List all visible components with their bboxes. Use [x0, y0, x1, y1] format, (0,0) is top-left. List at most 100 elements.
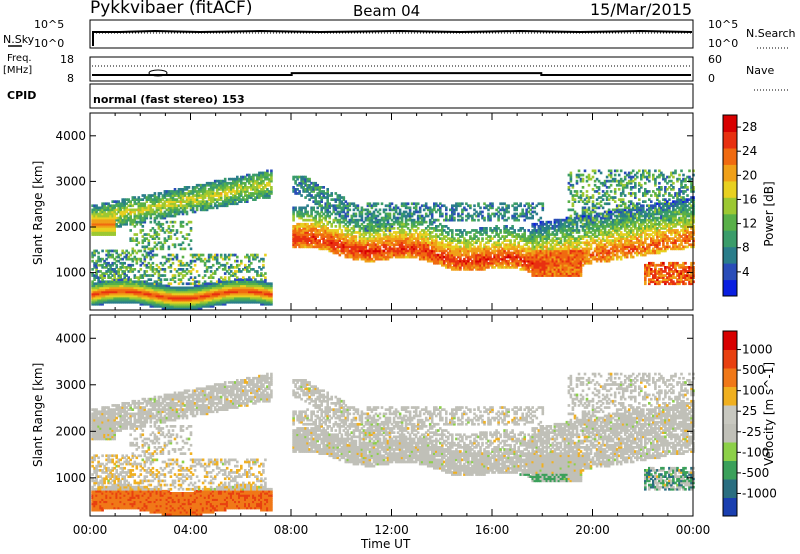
power-cell: [185, 286, 189, 290]
power-cell: [252, 181, 255, 185]
power-cell: [121, 202, 124, 206]
power-cell: [103, 280, 106, 284]
power-cell: [234, 290, 237, 294]
power-cell: [173, 305, 177, 308]
power-cell: [390, 202, 394, 206]
power-cell: [254, 198, 257, 201]
power-cell: [354, 218, 358, 222]
power-cell: [107, 216, 110, 220]
power-cell: [129, 212, 132, 216]
power-cell: [143, 259, 147, 263]
power-cell: [99, 300, 102, 304]
power-cell: [215, 253, 219, 257]
power-cell: [147, 282, 151, 286]
power-cell: [115, 263, 118, 267]
power-cell: [189, 282, 193, 286]
power-cell: [332, 204, 336, 208]
power-cell: [258, 192, 261, 195]
power-cell: [143, 212, 147, 216]
power-cell: [95, 263, 98, 267]
power-cell: [219, 276, 223, 279]
power-cell: [392, 245, 396, 249]
power-cell: [157, 288, 161, 292]
power-cell: [131, 198, 135, 201]
power-cell: [266, 196, 269, 199]
power-cell: [252, 183, 255, 187]
power-cell: [159, 300, 163, 304]
power-cell: [316, 212, 319, 216]
power-cell: [246, 300, 249, 304]
power-cell: [318, 214, 321, 218]
power-cell: [117, 280, 120, 284]
power-cell: [246, 194, 249, 197]
power-cell: [258, 282, 261, 286]
power-cell: [215, 290, 219, 294]
power-cell: [209, 266, 213, 269]
power-cell: [123, 284, 126, 288]
power-cell: [254, 196, 257, 199]
power-cell: [113, 249, 116, 253]
power-cell: [139, 212, 143, 216]
power-cell: [123, 208, 126, 212]
power-cell: [131, 290, 135, 294]
power-cell: [147, 298, 151, 302]
power-cell: [256, 177, 259, 181]
power-cell: [244, 280, 247, 284]
power-cell: [223, 290, 227, 294]
power-cell: [193, 286, 197, 290]
power-cell: [145, 214, 149, 218]
power-cell: [292, 233, 295, 236]
power-cell: [376, 239, 380, 242]
power-cell: [266, 286, 269, 290]
power-cell: [113, 268, 116, 271]
power-cell: [117, 272, 120, 275]
freq-blip: [148, 69, 168, 77]
power-cell: [123, 296, 126, 300]
power-cell: [262, 259, 265, 263]
power-cell: [225, 261, 229, 265]
power-cell: [211, 196, 215, 199]
nsky-label: N.Sky: [3, 33, 35, 46]
power-cell: [300, 216, 303, 220]
power-cell: [169, 300, 173, 304]
power-cell: [332, 243, 336, 247]
power-cell: [246, 186, 249, 189]
power-cell: [372, 220, 376, 224]
power-cell: [217, 292, 221, 296]
power-cell: [129, 218, 132, 222]
power-cell: [143, 282, 147, 286]
power-cell: [193, 200, 197, 203]
power-cell: [268, 286, 271, 290]
power-cell: [232, 188, 235, 191]
power-cell: [121, 218, 124, 222]
power-cell: [91, 292, 94, 296]
power-cell: [141, 292, 145, 296]
power-cell: [266, 300, 269, 304]
power-cell: [234, 274, 237, 277]
power-cell: [384, 247, 388, 251]
power-cell: [95, 276, 98, 279]
power-cell: [183, 192, 187, 195]
power-cell: [242, 294, 245, 298]
power-cell: [129, 202, 132, 206]
power-cell: [262, 296, 265, 300]
power-cell: [219, 282, 223, 286]
power-cell: [163, 296, 167, 300]
power-cell: [350, 202, 354, 206]
power-cell: [105, 286, 108, 290]
power-cell: [207, 198, 211, 201]
power-cell: [328, 249, 331, 253]
power-cell: [175, 298, 179, 302]
power-cell: [322, 190, 325, 193]
power-cell: [97, 302, 100, 306]
power-cell: [147, 261, 151, 265]
power-cell: [129, 208, 132, 212]
power-cell: [179, 261, 183, 265]
power-cell: [336, 241, 340, 245]
power-cell: [334, 204, 338, 208]
power-cell: [217, 198, 221, 201]
power-cell: [302, 181, 305, 185]
power-cell: [205, 282, 209, 286]
power-cell: [125, 208, 128, 212]
power-cell: [382, 218, 386, 222]
